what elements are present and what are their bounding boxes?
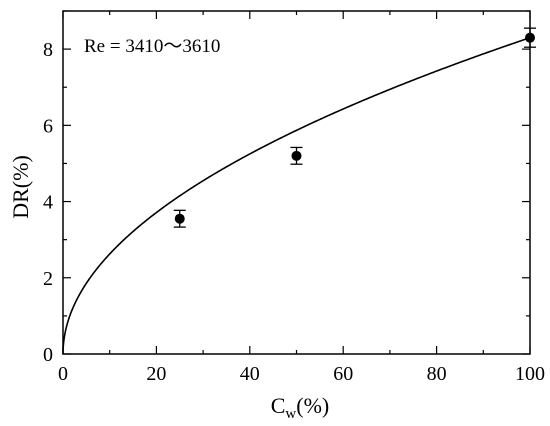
x-axis-label: Cw(%) — [271, 393, 330, 422]
y-tick-label: 0 — [43, 344, 53, 366]
x-tick-label: 100 — [515, 363, 545, 385]
data-point-group — [173, 209, 186, 228]
data-point — [174, 213, 185, 224]
fit-curve — [62, 36, 531, 355]
x-tick-label: 40 — [240, 363, 260, 385]
y-axis-label: DR(%) — [8, 155, 33, 219]
y-tick-label: 6 — [43, 115, 53, 137]
data-point-group — [290, 146, 303, 165]
data-points-layer — [173, 27, 536, 228]
fit-curve-layer — [62, 36, 531, 355]
reynolds-annotation: Re = 3410～3610 — [84, 36, 220, 57]
y-tick-label: 4 — [43, 192, 53, 214]
data-point — [291, 150, 302, 161]
x-tick-label: 60 — [333, 363, 353, 385]
x-axis-label-subscript: w — [285, 406, 296, 422]
x-axis-label-unit: (%) — [296, 393, 329, 418]
plot-frame — [62, 10, 531, 355]
x-axis-label-main: C — [271, 393, 286, 418]
y-tick-label: 8 — [43, 39, 53, 61]
tick-labels: 0 20 40 60 80 100 0 2 4 6 8 — [43, 39, 545, 385]
x-tick-label: 80 — [427, 363, 447, 385]
y-tick-label: 2 — [43, 268, 53, 290]
x-tick-label: 0 — [58, 363, 68, 385]
x-tick-label: 20 — [146, 363, 166, 385]
